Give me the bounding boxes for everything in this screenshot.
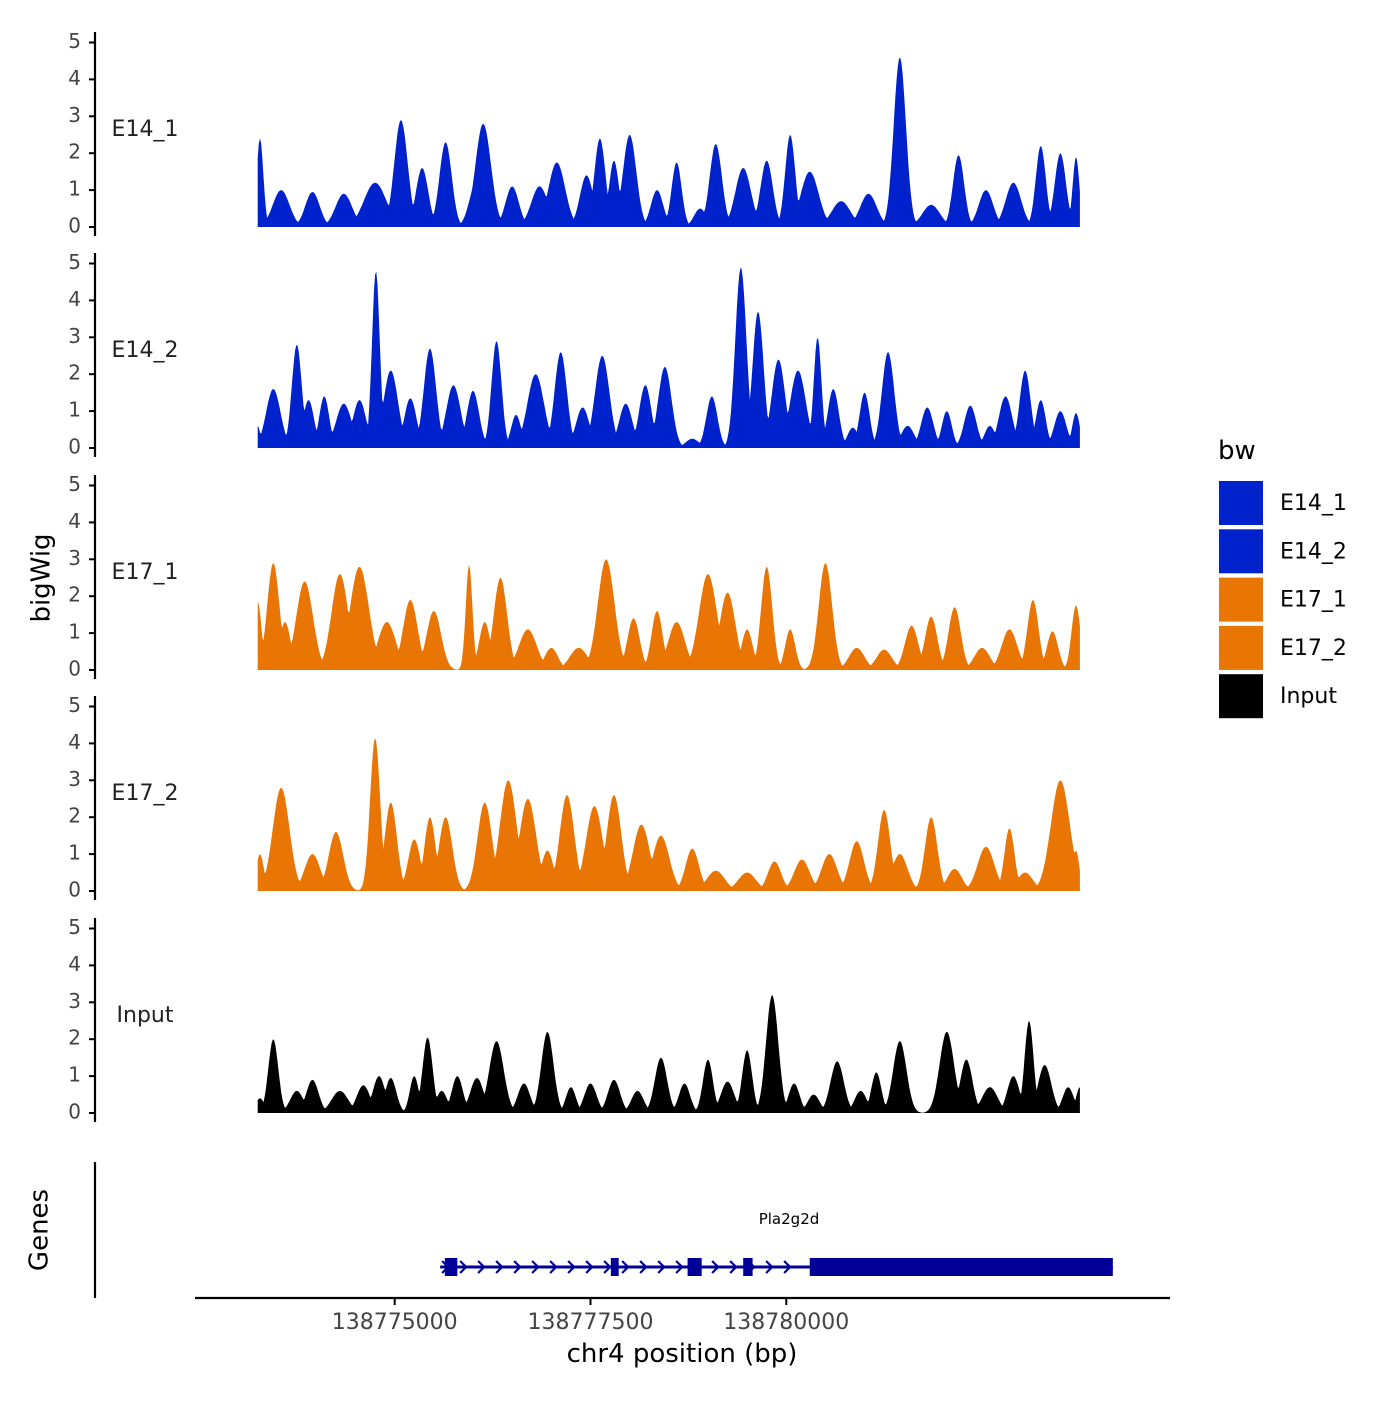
strand-arrow xyxy=(711,1260,720,1274)
strand-arrow xyxy=(513,1260,522,1274)
legend-swatch xyxy=(1219,577,1263,622)
y-tick-label: 0 xyxy=(68,214,81,238)
y-tick-label: 0 xyxy=(68,878,81,902)
genes-axis-label: Genes xyxy=(25,1189,55,1271)
gene-exon xyxy=(444,1258,458,1276)
track-E14_1: 0 1 2 3 4 5 E14_1 xyxy=(68,29,1080,238)
legend-label: E17_1 xyxy=(1280,588,1347,613)
y-tick-label: 4 xyxy=(68,287,81,311)
legend: bw E14_1 E14_2 E17_1 E17_2 Input xyxy=(1218,436,1347,719)
y-tick-label: 3 xyxy=(68,546,81,570)
strand-arrow xyxy=(549,1260,558,1274)
legend-label: Input xyxy=(1280,684,1337,709)
legend-label: E14_2 xyxy=(1280,539,1347,564)
legend-label: E14_1 xyxy=(1280,491,1347,516)
y-tick-label: 3 xyxy=(68,989,81,1013)
y-tick-label: 3 xyxy=(68,103,81,127)
y-tick-label: 1 xyxy=(68,841,81,865)
strand-arrow xyxy=(477,1260,486,1274)
x-ticks: 138775000 138777500 138780000 xyxy=(332,1298,849,1335)
y-tick-label: 5 xyxy=(68,915,81,939)
x-tick-label: 138780000 xyxy=(723,1310,849,1335)
x-axis: 138775000 138777500 138780000 chr4 positio… xyxy=(195,1296,1170,1369)
strand-arrow xyxy=(531,1260,540,1274)
legend-label: E17_2 xyxy=(1280,636,1347,661)
coverage-area-E17_1 xyxy=(257,559,1080,670)
legend-swatch xyxy=(1219,625,1263,670)
strand-arrow xyxy=(495,1260,504,1274)
gene-track: Genes Pla2g2d xyxy=(25,1162,1113,1298)
track-E14_2: 0 1 2 3 4 5 E14_2 xyxy=(68,250,1080,459)
track-panels: 0 1 2 3 4 5 E14_1 0 1 2 3 4 5 E14_2 0 1 2 3 4 5 E17_1 0 1 2 3 4 5 E… xyxy=(68,29,1080,1124)
y-tick-label: 3 xyxy=(68,767,81,791)
gene-exon xyxy=(809,1258,1113,1276)
coverage-area-E14_1 xyxy=(257,57,1080,227)
y-tick-label: 4 xyxy=(68,509,81,533)
track-label: E17_1 xyxy=(112,560,179,585)
gene-exon xyxy=(687,1258,702,1276)
strand-arrow xyxy=(567,1260,576,1274)
y-tick-label: 1 xyxy=(68,1063,81,1087)
legend-swatch xyxy=(1219,481,1263,525)
y-tick-label: 0 xyxy=(68,1100,81,1124)
y-tick-label: 1 xyxy=(68,177,81,201)
strand-arrow xyxy=(621,1260,630,1274)
strand-arrow xyxy=(729,1260,738,1274)
y-tick-label: 3 xyxy=(68,324,81,348)
y-tick-label: 4 xyxy=(68,730,81,754)
y-tick-label: 2 xyxy=(68,361,81,385)
track-label: E17_2 xyxy=(112,781,179,806)
legend-title: bw xyxy=(1218,436,1256,466)
track-label: Input xyxy=(117,1003,174,1028)
strand-arrow xyxy=(603,1260,612,1274)
gene-exon xyxy=(743,1258,753,1276)
gene-name-label: Pla2g2d xyxy=(759,1210,820,1228)
x-tick-label: 138775000 xyxy=(332,1310,458,1335)
y-tick-label: 0 xyxy=(68,435,81,459)
y-tick-label: 4 xyxy=(68,66,81,90)
legend-swatch xyxy=(1219,674,1263,719)
gene-exon xyxy=(610,1258,619,1276)
y-tick-label: 5 xyxy=(68,693,81,717)
strand-arrow xyxy=(783,1260,792,1274)
y-tick-label: 2 xyxy=(68,583,81,607)
strand-arrow xyxy=(585,1260,594,1274)
track-label: E14_2 xyxy=(112,338,179,363)
y-tick-label: 0 xyxy=(68,657,81,681)
track-Input: 0 1 2 3 4 5 Input xyxy=(68,915,1080,1124)
track-label: E14_1 xyxy=(112,117,179,142)
y-tick-label: 4 xyxy=(68,952,81,976)
y-tick-label: 2 xyxy=(68,804,81,828)
strand-arrow xyxy=(639,1260,648,1274)
y-tick-label: 5 xyxy=(68,250,81,274)
strand-arrow xyxy=(675,1260,684,1274)
coverage-area-E14_2 xyxy=(257,267,1080,448)
strand-arrow xyxy=(459,1260,468,1274)
strand-arrow xyxy=(765,1260,774,1274)
legend-items: E14_1 E14_2 E17_1 E17_2 Input xyxy=(1219,481,1347,719)
track-E17_1: 0 1 2 3 4 5 E17_1 xyxy=(68,472,1080,681)
y-axis-title: bigWig xyxy=(27,533,57,622)
track-E17_2: 0 1 2 3 4 5 E17_2 xyxy=(68,693,1080,902)
coverage-area-Input xyxy=(257,994,1080,1113)
y-tick-label: 1 xyxy=(68,398,81,422)
legend-swatch xyxy=(1219,529,1263,574)
gene-model xyxy=(440,1258,1113,1276)
x-tick-label: 138777500 xyxy=(527,1310,653,1335)
y-tick-label: 5 xyxy=(68,472,81,496)
y-tick-label: 5 xyxy=(68,29,81,53)
x-axis-title: chr4 position (bp) xyxy=(567,1339,798,1369)
y-tick-label: 2 xyxy=(68,1026,81,1050)
y-tick-label: 2 xyxy=(68,140,81,164)
coverage-area-E17_2 xyxy=(257,737,1080,891)
y-tick-label: 1 xyxy=(68,620,81,644)
strand-arrow xyxy=(657,1260,666,1274)
